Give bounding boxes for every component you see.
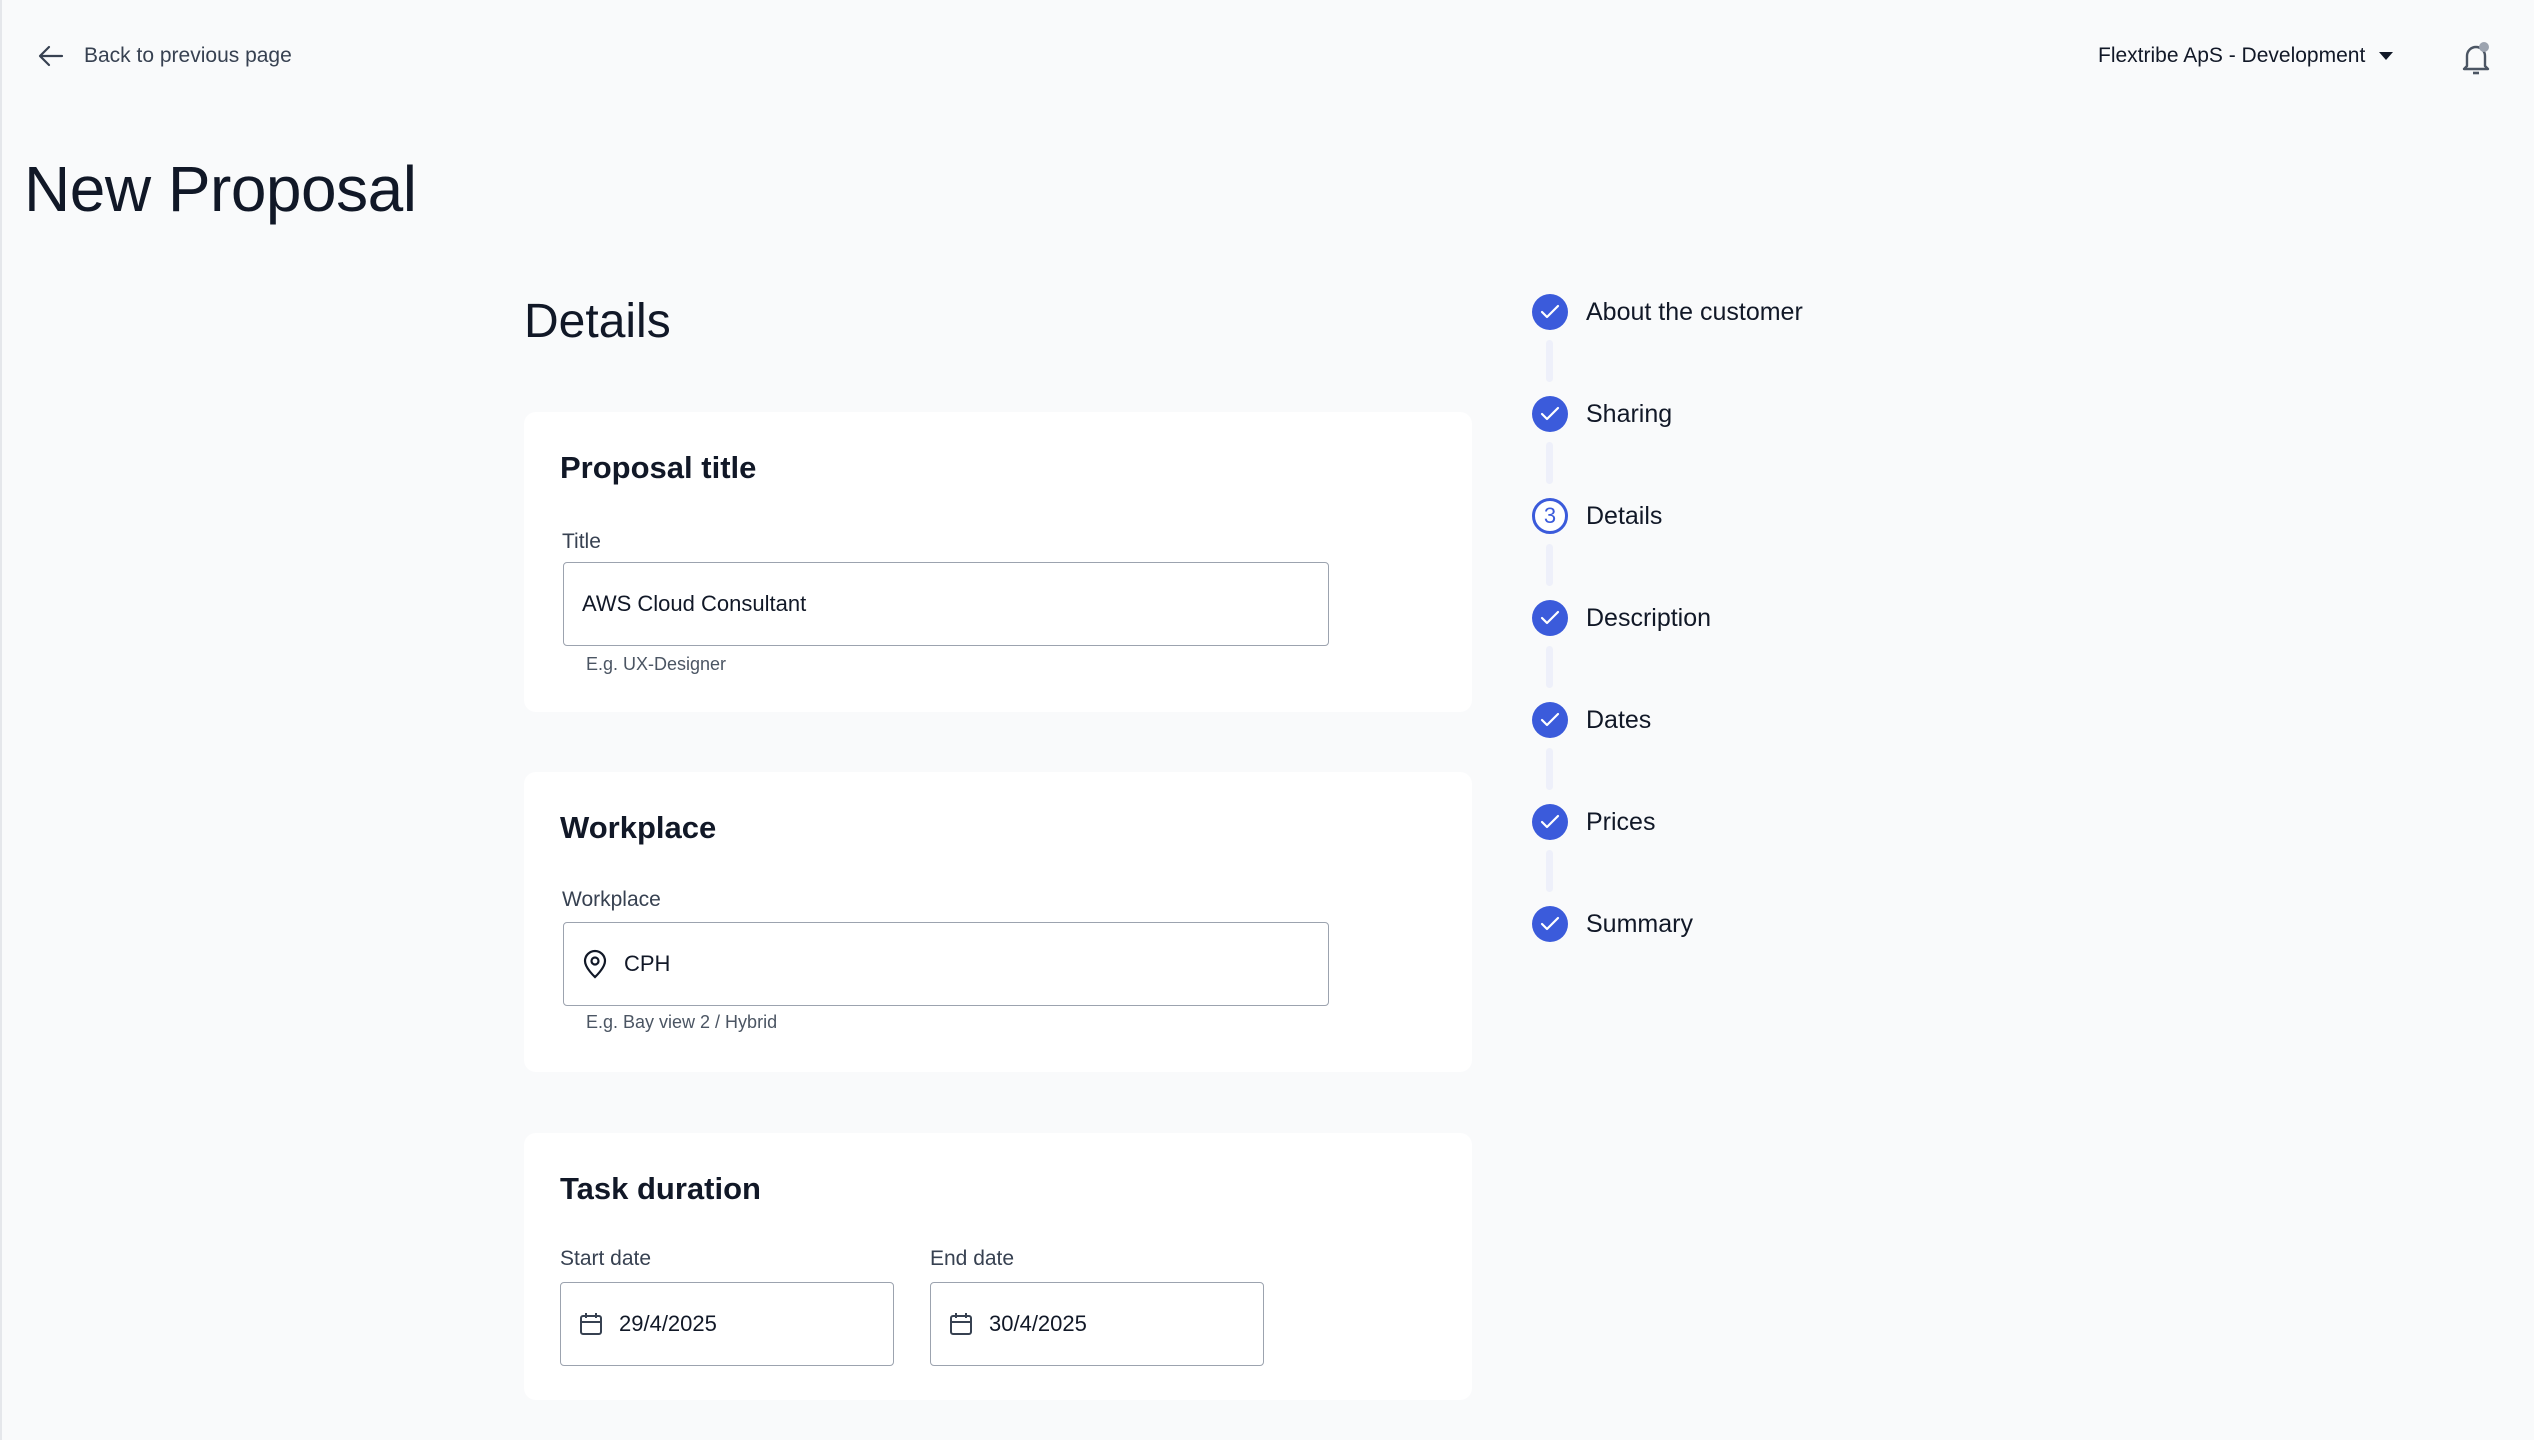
step-about-the-customer[interactable]: About the customer (1532, 294, 1803, 330)
start-date-value: 29/4/2025 (619, 1311, 717, 1336)
page-title: New Proposal (24, 153, 417, 225)
card-heading: Proposal title (560, 450, 757, 485)
back-label: Back to previous page (84, 44, 292, 67)
title-hint: E.g. UX-Designer (586, 654, 727, 674)
step-connector (1546, 544, 1553, 586)
start-date-label: Start date (560, 1247, 652, 1270)
step-sharing[interactable]: Sharing (1532, 396, 1672, 432)
check-icon (1532, 600, 1568, 636)
org-label: Flextribe ApS - Development (2098, 44, 2366, 67)
section-title: Details (524, 295, 671, 348)
check-icon (1532, 294, 1568, 330)
end-date-label: End date (930, 1247, 1015, 1270)
step-label: Sharing (1586, 399, 1673, 428)
step-prices[interactable]: Prices (1532, 804, 1655, 840)
step-summary[interactable]: Summary (1532, 906, 1693, 942)
proposal-title-card: Proposal title Title AWS Cloud Consultan… (524, 412, 1472, 712)
step-connector (1546, 340, 1553, 382)
title-input[interactable]: AWS Cloud Consultant (563, 562, 1329, 646)
check-icon (1532, 804, 1568, 840)
step-label: Details (1586, 501, 1663, 530)
step-label: Dates (1586, 705, 1652, 734)
step-description[interactable]: Description (1532, 600, 1711, 636)
workplace-input[interactable]: CPH (563, 922, 1329, 1006)
workplace-hint: E.g. Bay view 2 / Hybrid (586, 1012, 778, 1032)
back-link[interactable]: Back to previous page (38, 44, 292, 68)
check-icon (1532, 906, 1568, 942)
step-connector (1546, 442, 1553, 484)
card-heading: Workplace (560, 810, 717, 845)
start-date-input[interactable]: 29/4/2025 (560, 1282, 894, 1366)
step-label: About the customer (1586, 297, 1803, 326)
bell-icon (2462, 42, 2490, 75)
caret-down-icon (2379, 52, 2394, 60)
step-connector (1546, 850, 1553, 892)
card-heading: Task duration (560, 1171, 761, 1206)
step-label: Summary (1586, 909, 1693, 938)
step-connector (1546, 748, 1553, 790)
step-number-icon: 3 (1532, 498, 1568, 534)
calendar-icon (950, 1313, 972, 1335)
notifications-button[interactable] (2458, 40, 2494, 83)
location-pin-icon (583, 949, 607, 979)
calendar-icon (580, 1313, 602, 1335)
workplace-label: Workplace (562, 888, 661, 911)
workplace-card: Workplace Workplace CPH E.g. Bay view 2 … (524, 772, 1472, 1072)
organization-selector[interactable]: Flextribe ApS - Development (2098, 44, 2394, 68)
title-value: AWS Cloud Consultant (582, 591, 807, 616)
step-label: Prices (1586, 807, 1656, 836)
check-icon (1532, 702, 1568, 738)
step-dates[interactable]: Dates (1532, 702, 1651, 738)
step-details[interactable]: 3 Details (1532, 498, 1662, 534)
title-label: Title (562, 530, 601, 553)
end-date-value: 30/4/2025 (989, 1311, 1087, 1336)
task-duration-card: Task duration Start date 29/4/2025 End d… (524, 1133, 1472, 1400)
check-icon (1532, 396, 1568, 432)
step-connector (1546, 646, 1553, 688)
end-date-input[interactable]: 30/4/2025 (930, 1282, 1264, 1366)
step-label: Description (1586, 603, 1712, 632)
arrow-left-icon (38, 45, 64, 67)
workplace-value: CPH (624, 951, 671, 976)
